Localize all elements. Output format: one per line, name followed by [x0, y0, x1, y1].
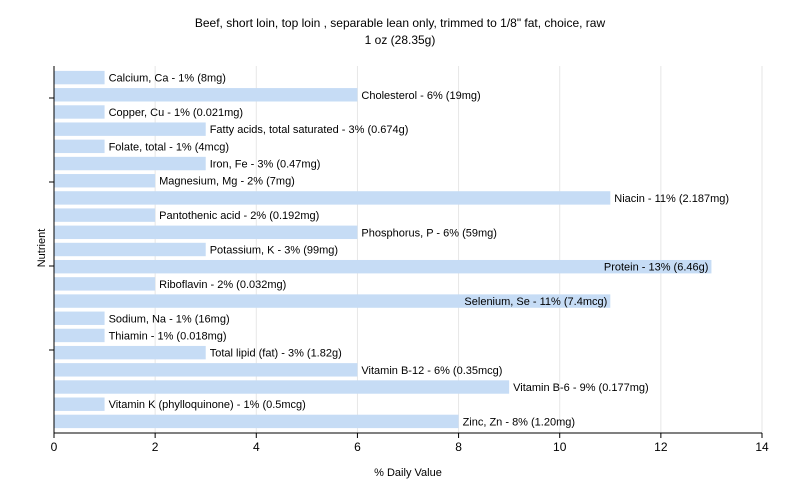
bar-label: Total lipid (fat) - 3% (1.82g) [210, 348, 342, 360]
chart-subtitle: 1 oz (28.35g) [365, 33, 436, 47]
bar [54, 174, 156, 188]
x-tick-label: 6 [354, 440, 361, 454]
x-tick-label: 2 [152, 440, 159, 454]
x-tick-label: 10 [553, 440, 567, 454]
bar-label: Zinc, Zn - 8% (1.20mg) [463, 416, 575, 428]
bar [54, 259, 712, 274]
x-tick-label: 4 [253, 440, 260, 454]
bar [54, 208, 156, 222]
bar [54, 105, 105, 119]
bar-label: Folate, total - 1% (4mcg) [109, 141, 229, 153]
bar [54, 414, 459, 429]
bar [54, 156, 206, 171]
x-tick-label: 12 [654, 440, 668, 454]
bar-label: Phosphorus, P - 6% (59mg) [361, 227, 497, 239]
bar-label: Niacin - 11% (2.187mg) [614, 193, 729, 205]
bars-layer: Calcium, Ca - 1% (8mg) Cholesterol - 6% (… [54, 70, 729, 429]
bar-label: Selenium, Se - 11% (7.4mcg) [464, 296, 607, 308]
bar-label: Riboflavin - 2% (0.032mg) [159, 279, 286, 291]
bar-label: Magnesium, Mg - 2% (7mg) [159, 176, 295, 188]
bar [54, 294, 611, 308]
bar-label: Fatty acids, total saturated - 3% (0.674… [210, 124, 409, 136]
x-tick-label: 0 [51, 440, 58, 454]
bar-label: Vitamin B-6 - 9% (0.177mg) [513, 382, 649, 394]
bar [54, 88, 358, 102]
bar [54, 191, 611, 205]
bar-label: Vitamin B-12 - 6% (0.35mcg) [361, 365, 502, 377]
grid-layer [154, 66, 763, 433]
bar [54, 328, 105, 343]
bar-label: Vitamin K (phylloquinone) - 1% (0.5mcg) [109, 399, 306, 411]
bar [54, 225, 358, 240]
bar [54, 139, 105, 154]
bar [54, 122, 206, 136]
x-tick-label: 8 [455, 440, 462, 454]
chart-title: Beef, short loin, top loin , separable l… [195, 16, 606, 30]
bar-label: Pantothenic acid - 2% (0.192mg) [159, 210, 319, 222]
bar [54, 242, 206, 257]
bar-label: Calcium, Ca - 1% (8mg) [109, 73, 226, 85]
bar-label: Potassium, K - 3% (99mg) [210, 245, 338, 257]
x-tick-label: 14 [755, 440, 769, 454]
bar [54, 311, 105, 325]
bar-label: Copper, Cu - 1% (0.021mg) [109, 107, 244, 119]
bar-label: Thiamin - 1% (0.018mg) [109, 330, 227, 342]
bar [54, 363, 358, 377]
bar [54, 277, 156, 291]
axes-layer: 0 2 4 6 8 10 12 14 [49, 66, 769, 454]
bar-label: Iron, Fe - 3% (0.47mg) [210, 159, 321, 171]
bar [54, 345, 206, 360]
bar-label: Protein - 13% (6.46g) [604, 262, 709, 274]
y-axis-label: Nutrient [36, 229, 48, 268]
bar [54, 380, 510, 394]
bar-label: Cholesterol - 6% (19mg) [361, 90, 480, 102]
bar-label: Sodium, Na - 1% (16mg) [109, 313, 230, 325]
x-axis-label: % Daily Value [374, 467, 442, 479]
bar [54, 70, 105, 85]
bar [54, 397, 105, 411]
